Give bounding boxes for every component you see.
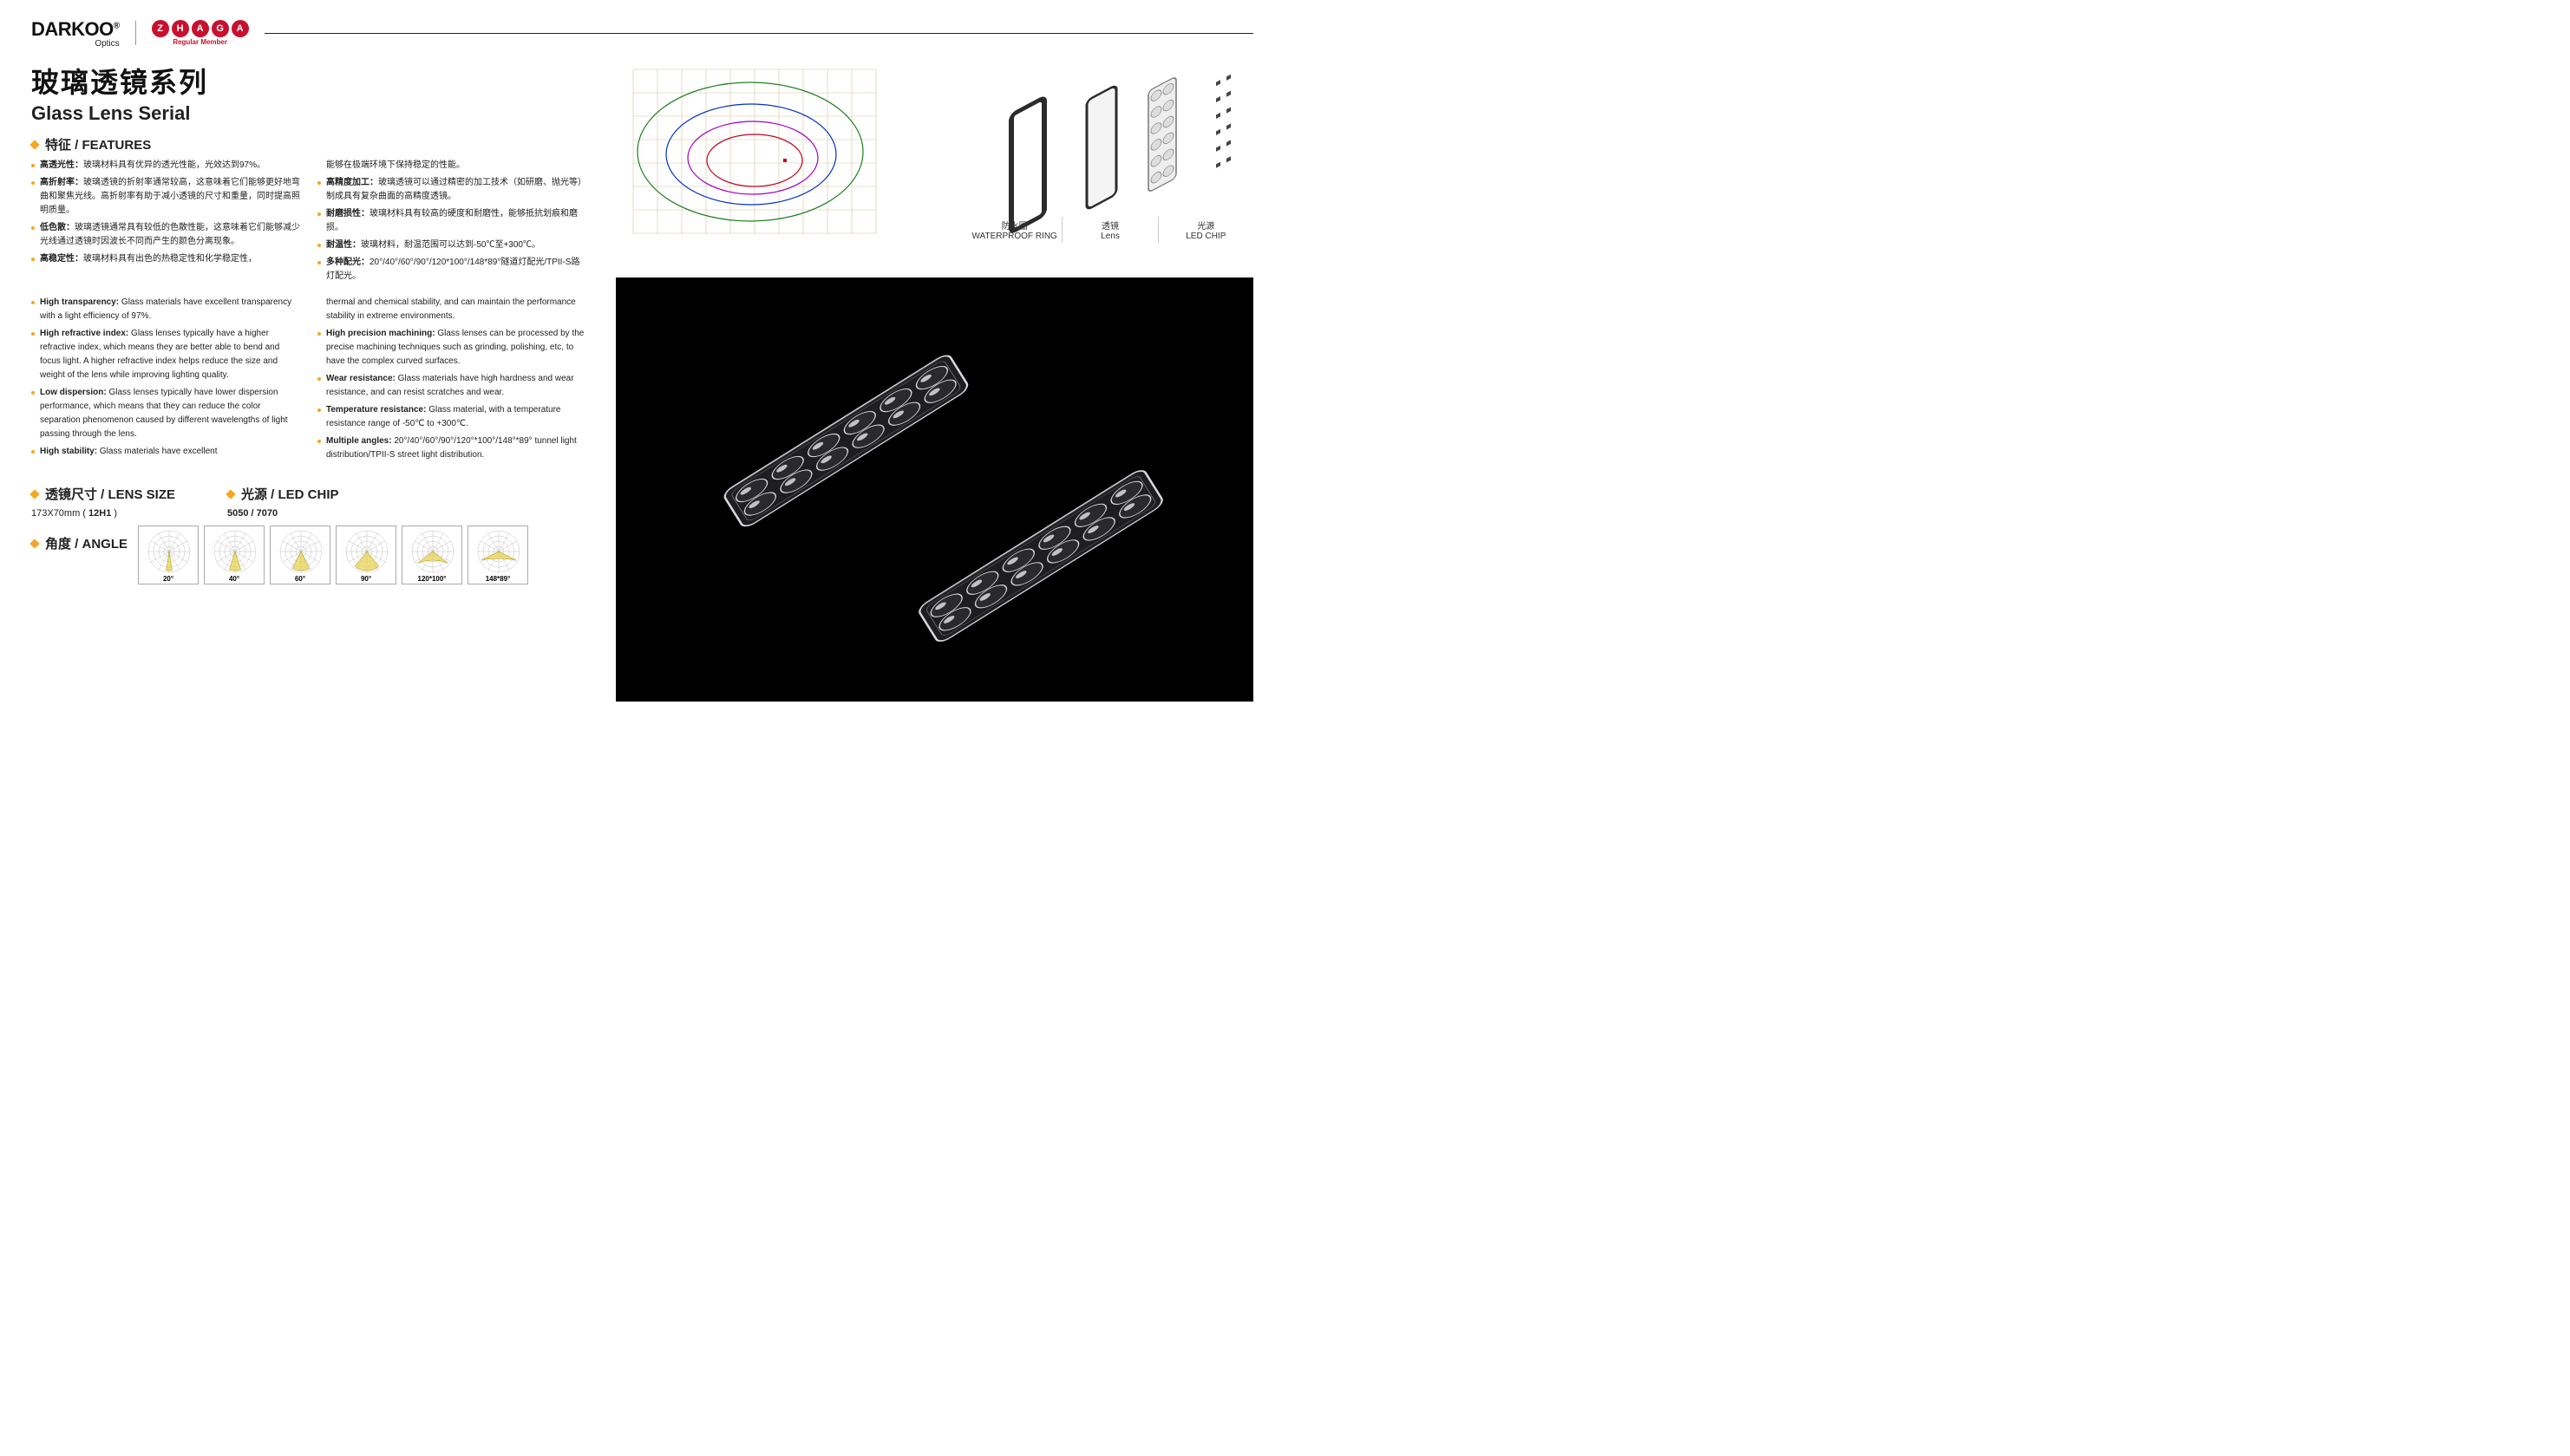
exploded-label: 透镜Lens <box>1062 217 1157 243</box>
angle-label: 40° <box>205 575 264 583</box>
feature-item: 高稳定性：玻璃材料具有出色的热稳定性和化学稳定性， <box>31 252 300 266</box>
zhaga-letter: G <box>212 20 229 37</box>
angle-chart: 60° <box>270 526 330 584</box>
feature-item: High transparency: Glass materials have … <box>31 296 300 323</box>
angle-chart: 90° <box>336 526 396 584</box>
logo-separator <box>135 21 136 45</box>
angle-chart: 40° <box>204 526 265 584</box>
angle-label: 90° <box>337 575 396 583</box>
features-cn: 高透光性：玻璃材料具有优异的透光性能，光效达到97%。高折射率：玻璃透镜的折射率… <box>31 159 586 287</box>
exploded-label: 光源LED CHIP <box>1158 217 1253 243</box>
feature-item: 低色散：玻璃透镜通常具有较低的色散性能，这意味着它们能够减少光线通过透镜时因波长… <box>31 221 300 249</box>
angle-label: 20° <box>139 575 198 583</box>
logo-block: DARKOO® Optics <box>31 18 120 49</box>
left-column: 玻璃透镜系列 Glass Lens Serial 特征 / FEATURES 高… <box>31 61 586 584</box>
angle-label: 148*89° <box>468 575 527 583</box>
exploded-labels: 防水圈WATERPROOF RING透镜Lens光源LED CHIP <box>967 217 1253 243</box>
feature-item: 耐温性：玻璃材料，耐温范围可以达到-50℃至+300℃。 <box>317 238 586 252</box>
feature-item: Wear resistance: Glass materials have hi… <box>317 372 586 400</box>
feature-item: thermal and chemical stability, and can … <box>317 296 586 323</box>
zhaga-letter: H <box>172 20 189 37</box>
feature-item: 高透光性：玻璃材料具有优异的透光性能，光效达到97%。 <box>31 159 300 173</box>
angle-chart: 148*89° <box>468 526 528 584</box>
feature-item: 多种配光：20°/40°/60°/90°/120*100°/148*89°隧道灯… <box>317 256 586 284</box>
feature-item: 耐磨损性：玻璃材料具有较高的硬度和耐磨性，能够抵抗划痕和磨损。 <box>317 207 586 235</box>
optics-subtext: Optics <box>75 39 120 49</box>
feature-item: 能够在极端环境下保持稳定的性能。 <box>317 159 586 173</box>
angle-block: 角度 / ANGLE 20°40°60°90°120*100°148*89° <box>31 526 586 584</box>
darkoo-logo: DARKOO® <box>31 18 120 40</box>
product-photo <box>616 277 1253 702</box>
lens-size-block: 透镜尺寸 / LENS SIZE 173X70mm ( 12H1 ) <box>31 474 175 519</box>
contour-diagram <box>616 61 893 243</box>
title-cn: 玻璃透镜系列 <box>31 61 586 101</box>
angle-label: 120*100° <box>402 575 461 583</box>
title-en: Glass Lens Serial <box>31 102 586 125</box>
header-rule <box>265 33 1253 34</box>
feature-item: Multiple angles: 20°/40°/60°/90°/120°*10… <box>317 434 586 462</box>
feature-item: 高精度加工：玻璃透镜可以通过精密的加工技术（如研磨、抛光等）制成具有复杂曲面的高… <box>317 176 586 204</box>
feature-item: High precision machining: Glass lenses c… <box>317 327 586 369</box>
zhaga-letter: A <box>192 20 209 37</box>
feature-item: Temperature resistance: Glass material, … <box>317 403 586 431</box>
feature-item: High refractive index: Glass lenses typi… <box>31 327 300 382</box>
zhaga-letter: A <box>232 20 249 37</box>
header: DARKOO® Optics ZHAGA Regular Member <box>31 16 1253 50</box>
exploded-label: 防水圈WATERPROOF RING <box>967 217 1062 243</box>
feature-item: High stability: Glass materials have exc… <box>31 445 300 459</box>
angle-label: 60° <box>271 575 330 583</box>
zhaga-member-text: Regular Member <box>173 38 227 46</box>
zhaga-letter: Z <box>152 20 169 37</box>
features-en: High transparency: Glass materials have … <box>31 296 586 466</box>
zhaga-logo: ZHAGA Regular Member <box>152 20 249 46</box>
angle-chart: 20° <box>138 526 199 584</box>
angle-chart: 120*100° <box>402 526 462 584</box>
feature-item: 高折射率：玻璃透镜的折射率通常较高，这意味着它们能够更好地弯曲和聚焦光线。高折射… <box>31 176 300 218</box>
feature-item: Low dispersion: Glass lenses typically h… <box>31 386 300 441</box>
features-heading: 特征 / FEATURES <box>31 135 586 153</box>
led-chip-block: 光源 / LED CHIP 5050 / 7070 <box>227 474 339 519</box>
